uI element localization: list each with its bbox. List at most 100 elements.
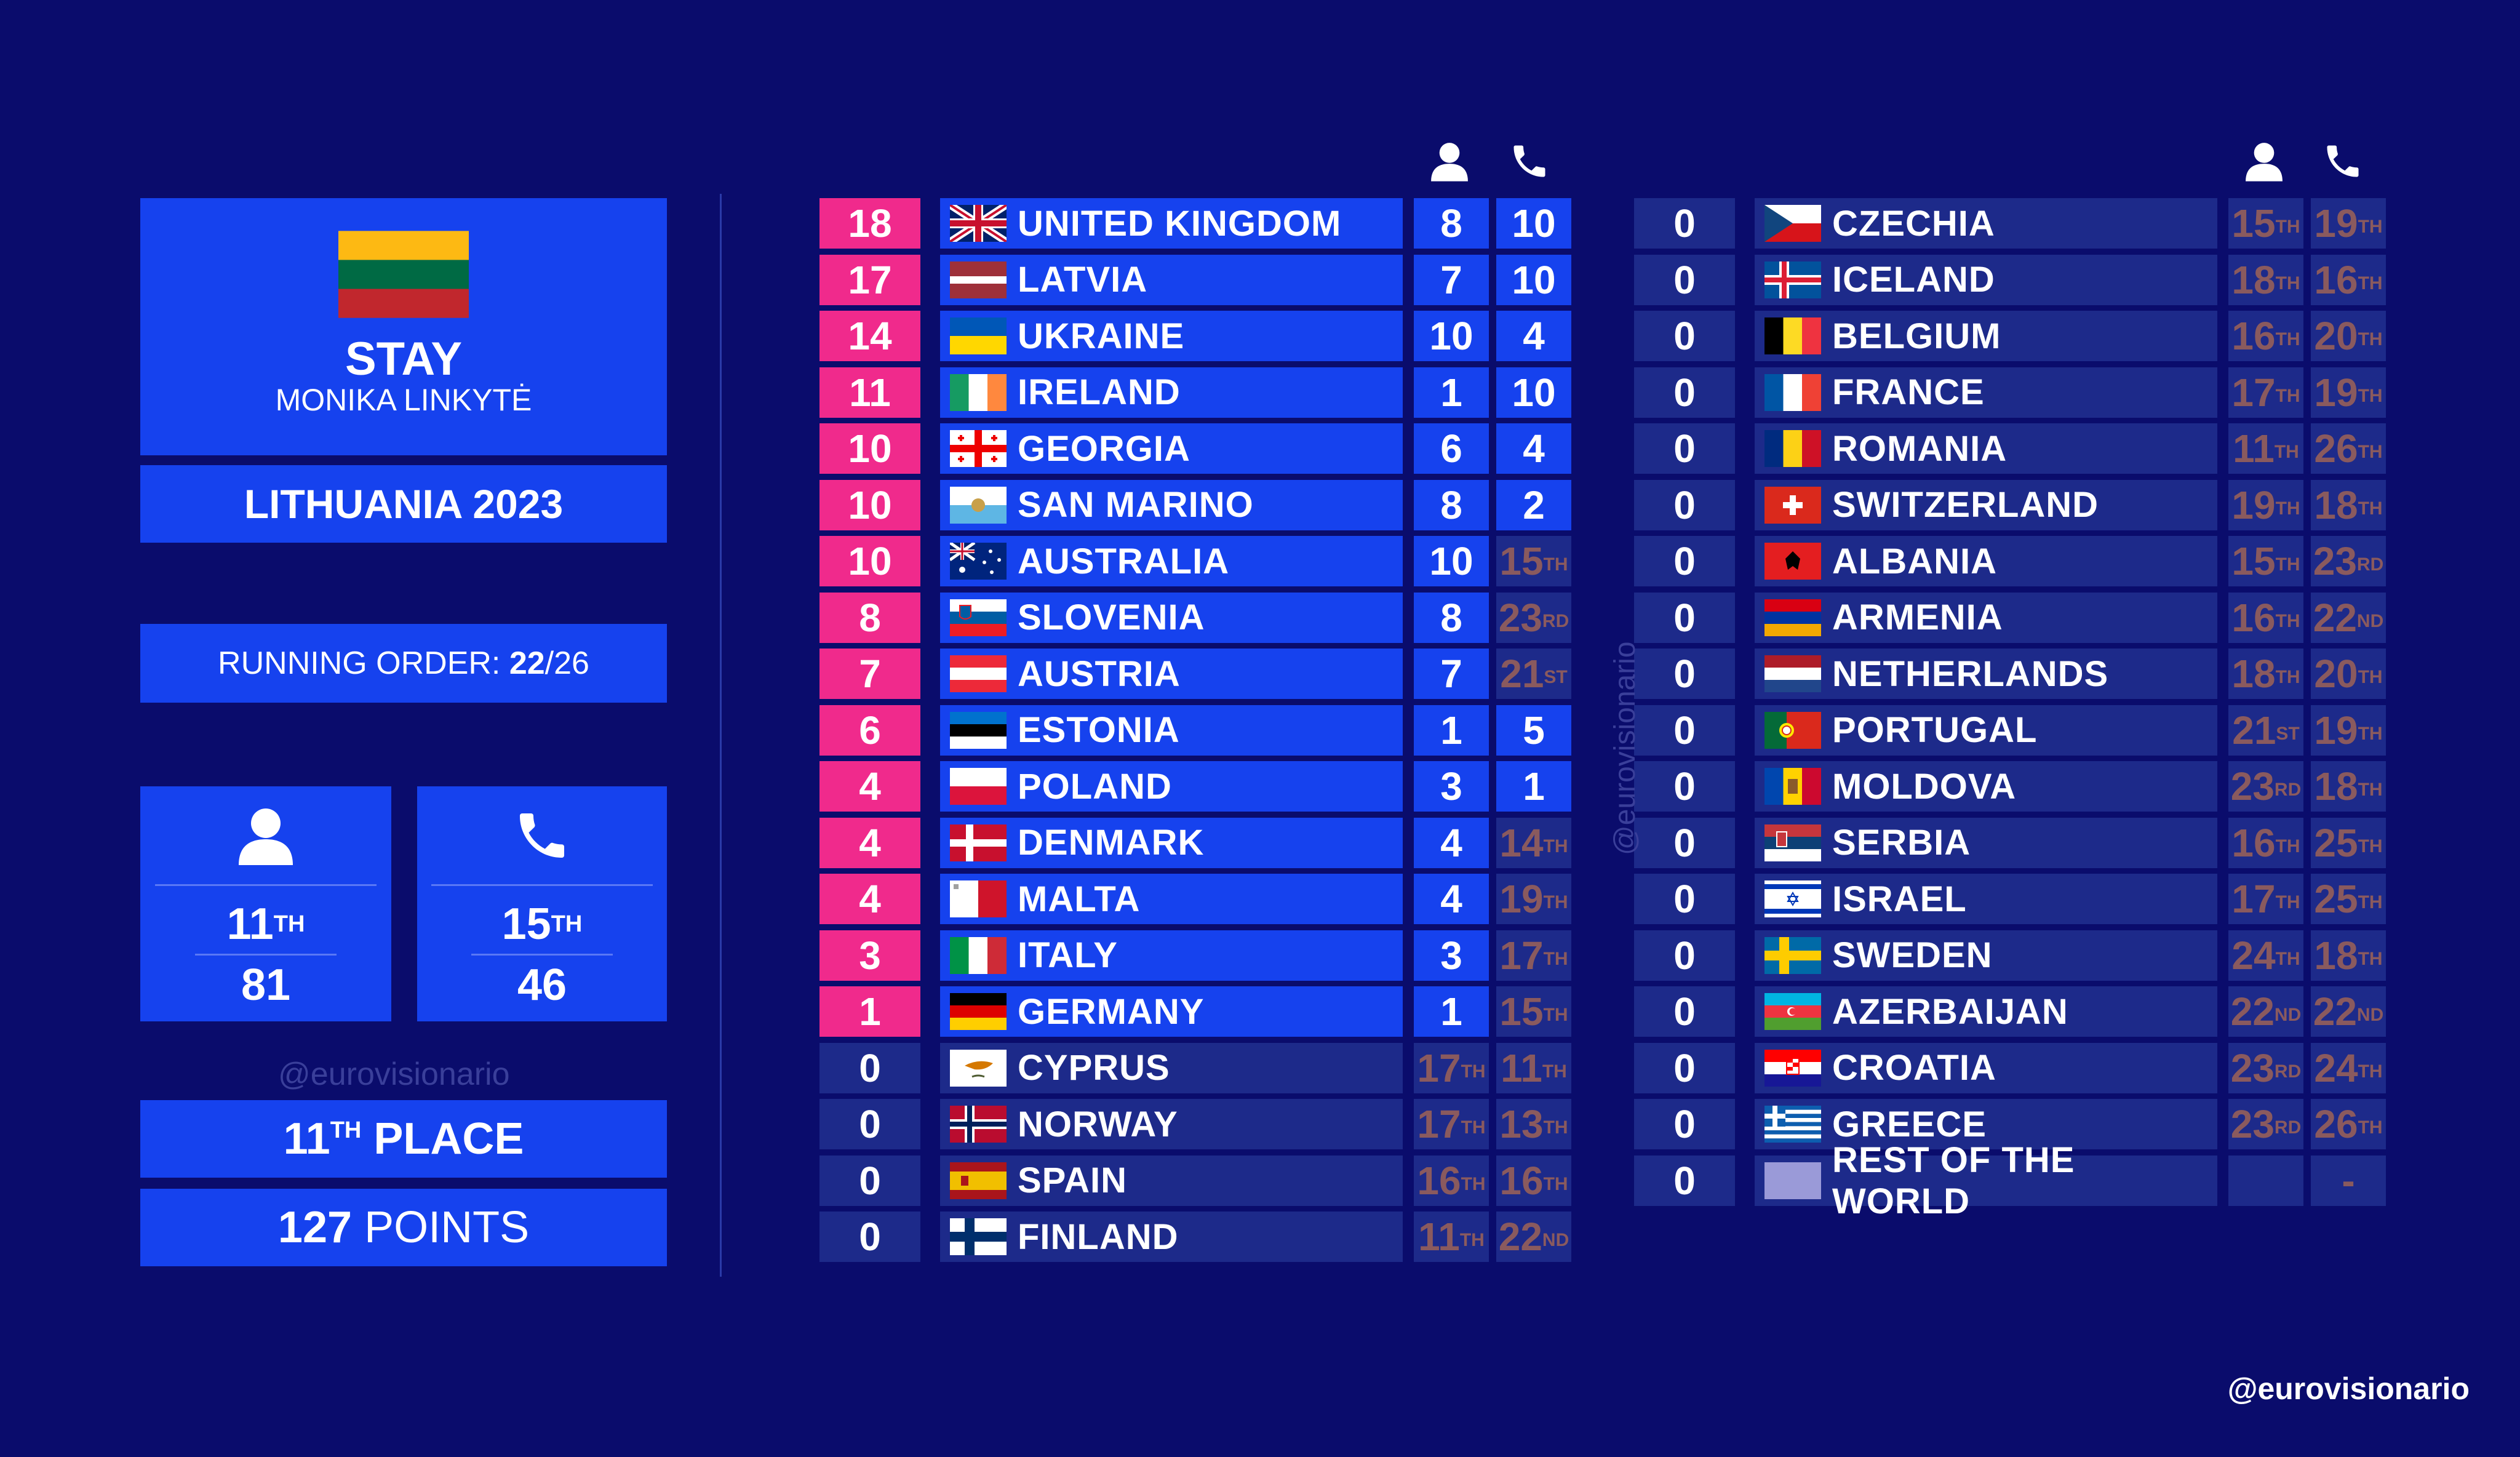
running-order-box: RUNNING ORDER: 22/26: [140, 624, 667, 703]
jury-rank-cell: 17 TH: [2228, 874, 2303, 924]
left-jury-header-person-icon: [1429, 140, 1470, 185]
televote-rank-cell: 20 TH: [2311, 311, 2386, 361]
country-name: DENMARK: [1018, 823, 1205, 863]
country-cell: CROATIA: [1755, 1042, 2217, 1093]
jury-divider-top: [155, 884, 377, 886]
country-cell: SAN MARINO: [940, 479, 1403, 530]
left-result-row: 1 GERMANY 1 15 TH: [819, 986, 1576, 1037]
no-flag-icon: [950, 1106, 1007, 1143]
jury-rank-cell: 8: [1414, 198, 1489, 249]
televote-rank-cell: 22 ND: [2311, 986, 2386, 1037]
jury-card: 11TH 81: [140, 786, 391, 1021]
country-name: BELGIUM: [1832, 316, 2001, 356]
country-name: ALBANIA: [1832, 541, 1997, 581]
left-result-row: 10 SAN MARINO 8 2: [819, 479, 1576, 530]
jury-rank-cell: 11 TH: [1414, 1212, 1489, 1262]
si-flag-icon: [950, 599, 1007, 636]
points-cell: 0: [819, 1099, 920, 1149]
country-name: POLAND: [1018, 766, 1172, 807]
watermark-center: @eurovisionario: [1609, 641, 1641, 855]
jury-rank-cell: 3: [1414, 930, 1489, 981]
televote-rank-cell: 14 TH: [1496, 817, 1571, 868]
watermark-left: @eurovisionario: [278, 1056, 510, 1092]
running-order-label: RUNNING ORDER:: [218, 645, 501, 681]
country-cell: SLOVENIA: [940, 592, 1403, 643]
country-cell: LATVIA: [940, 254, 1403, 305]
jury-rank-cell: 17 TH: [2228, 367, 2303, 418]
right-televote-header-phone-icon: [2322, 140, 2364, 185]
country-cell: ROMANIA: [1755, 423, 2217, 474]
points-cell: 0: [1634, 1042, 1735, 1093]
place-suffix: TH: [330, 1117, 362, 1143]
es-flag-icon: [950, 1162, 1007, 1199]
left-result-row: 4 POLAND 3 1: [819, 761, 1576, 812]
total-points-number: 127: [277, 1203, 353, 1252]
points-cell: 0: [1634, 423, 1735, 474]
points-box: 127 POINTS: [140, 1189, 667, 1266]
country-cell: AUSTRIA: [940, 649, 1403, 699]
left-televote-header-phone-icon: [1509, 140, 1550, 185]
ua-flag-icon: [950, 317, 1007, 354]
jury-rank-cell: 18 TH: [2228, 649, 2303, 699]
televote-rank-cell: 26 TH: [2311, 1099, 2386, 1149]
jury-rank-cell: 8: [1414, 479, 1489, 530]
left-result-row: 4 MALTA 4 19 TH: [819, 874, 1576, 924]
right-result-row: 0 ALBANIA 15 TH 23 RD: [1634, 536, 2391, 586]
televote-rank-cell: 23 RD: [2311, 536, 2386, 586]
jury-rank-cell: 17 TH: [1414, 1042, 1489, 1093]
country-cell: NETHERLANDS: [1755, 649, 2217, 699]
country-name: IRELAND: [1018, 372, 1181, 412]
televote-rank-cell: 15 TH: [1496, 986, 1571, 1037]
country-cell: MOLDOVA: [1755, 761, 2217, 812]
country-cell: ICELAND: [1755, 254, 2217, 305]
televote-divider-mid: [471, 954, 613, 956]
total-points-label: POINTS: [364, 1203, 530, 1252]
fr-flag-icon: [1764, 373, 1821, 411]
points-cell: 4: [819, 874, 920, 924]
country-cell: REST OF THE WORLD: [1755, 1140, 2217, 1221]
left-result-row: 10 AUSTRALIA 10 15 TH: [819, 536, 1576, 586]
jury-rank-cell: 16 TH: [2228, 592, 2303, 643]
country-cell: SWITZERLAND: [1755, 479, 2217, 530]
left-result-row: 11 IRELAND 1 10: [819, 367, 1576, 418]
jury-rank-cell: 4: [1414, 817, 1489, 868]
points-cell: 0: [1634, 479, 1735, 530]
right-result-row: 0 ROMANIA 11 TH 26 TH: [1634, 423, 2391, 474]
points-cell: 0: [1634, 592, 1735, 643]
il-flag-icon: [1764, 880, 1821, 917]
right-result-row: 0 ARMENIA 16 TH 22 ND: [1634, 592, 2391, 643]
right-jury-header-person-icon: [2243, 140, 2285, 185]
country-name: UNITED KINGDOM: [1018, 203, 1342, 244]
country-cell: FINLAND: [940, 1212, 1403, 1262]
televote-rank-cell: -: [2311, 1155, 2386, 1206]
lithuania-flag: [338, 230, 469, 319]
be-flag-icon: [1764, 317, 1821, 354]
points-cell: 14: [819, 311, 920, 361]
country-cell: ALBANIA: [1755, 536, 2217, 586]
points-cell: 4: [819, 761, 920, 812]
left-result-row: 8 SLOVENIA 8 23 RD: [819, 592, 1576, 643]
jury-rank-cell: 10: [1414, 536, 1489, 586]
left-result-row: 18 UNITED KINGDOM 8 10: [819, 198, 1576, 249]
world-flag-icon: [1764, 1162, 1821, 1199]
points-cell: 6: [819, 705, 920, 756]
points-cell: 18: [819, 198, 920, 249]
country-name: ISRAEL: [1832, 879, 1967, 919]
al-flag-icon: [1764, 543, 1821, 580]
televote-rank-cell: 16 TH: [1496, 1155, 1571, 1206]
left-result-row: 17 LATVIA 7 10: [819, 254, 1576, 305]
credit-handle: @eurovisionario: [2227, 1371, 2470, 1406]
televote-rank-cell: 20 TH: [2311, 649, 2386, 699]
country-cell: GREECE: [1755, 1099, 2217, 1149]
televote-rank-cell: 10: [1496, 367, 1571, 418]
cy-flag-icon: [950, 1049, 1007, 1087]
right-result-row: 0 BELGIUM 16 TH 20 TH: [1634, 311, 2391, 361]
jury-rank-cell: 16 TH: [2228, 817, 2303, 868]
country-cell: AUSTRALIA: [940, 536, 1403, 586]
right-result-row: 0 AZERBAIJAN 22 ND 22 ND: [1634, 986, 2391, 1037]
points-cell: 0: [1634, 367, 1735, 418]
country-cell: ESTONIA: [940, 705, 1403, 756]
country-name: PORTUGAL: [1832, 710, 2038, 750]
left-result-row: 6 ESTONIA 1 5: [819, 705, 1576, 756]
panel-divider: [720, 194, 722, 1277]
